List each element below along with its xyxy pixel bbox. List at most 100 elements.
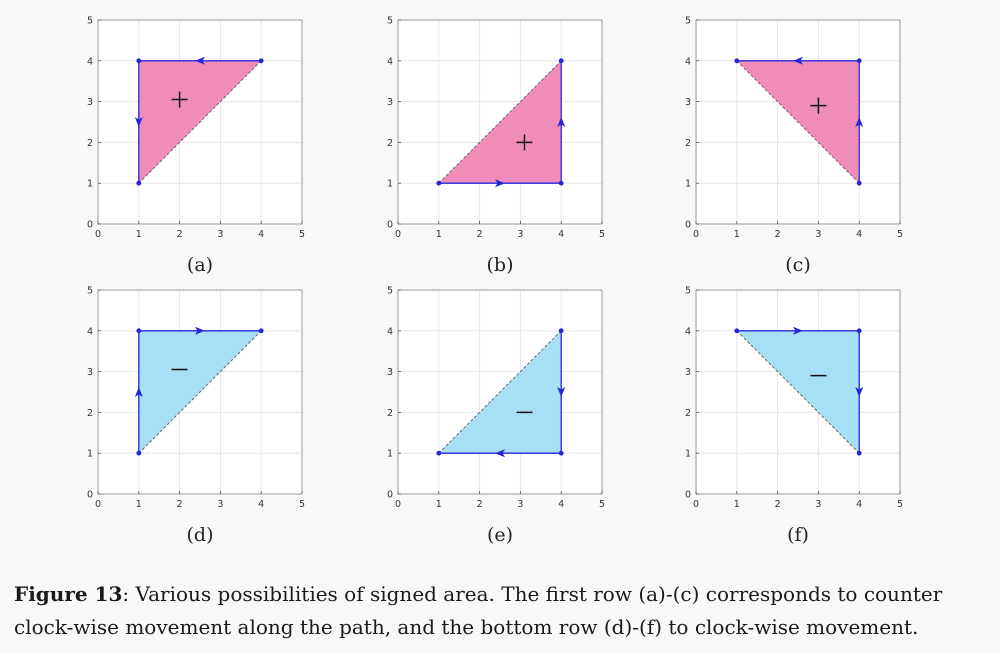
x-tick-label: 5 <box>599 229 605 240</box>
vertex-point <box>734 328 740 334</box>
y-tick-label: 3 <box>87 97 93 108</box>
vertex-point <box>558 58 564 64</box>
y-tick-label: 0 <box>387 490 393 501</box>
axes-box <box>397 289 603 495</box>
vertex-point <box>436 450 442 456</box>
direction-arrow <box>557 387 566 397</box>
y-tick-label: 2 <box>87 408 93 419</box>
x-tick-label: 0 <box>693 499 699 510</box>
path-edge-diagonal <box>138 60 262 184</box>
x-tick-label: 1 <box>136 229 142 240</box>
y-tick-label: 1 <box>87 449 93 460</box>
y-tick-label: 5 <box>685 16 691 27</box>
x-tick-label: 4 <box>558 499 564 510</box>
vertex-point <box>136 328 142 334</box>
subplot-d: 0 1 2 3 4 5 0 1 2 3 4 5 (d) <box>80 282 380 552</box>
y-tick-label: 4 <box>387 326 393 337</box>
vertex-point <box>558 450 564 456</box>
axes-box <box>695 289 901 495</box>
subplot-label: (d) <box>186 524 214 546</box>
subplot-a: 0 1 2 3 4 5 0 1 2 3 4 5 (a) <box>80 12 380 282</box>
axes-box <box>397 19 603 225</box>
subplot-label: (b) <box>486 254 514 276</box>
y-tick-label: 5 <box>387 286 393 297</box>
x-tick-label: 0 <box>693 229 699 240</box>
y-tick-label: 1 <box>387 449 393 460</box>
subplot-e: 0 1 2 3 4 5 0 1 2 3 4 5 (e) <box>380 282 680 552</box>
vertex-point <box>734 58 740 64</box>
y-tick-label: 1 <box>387 179 393 190</box>
y-tick-label: 5 <box>87 16 93 27</box>
figure-caption: Figure 13: Various possibilities of sign… <box>14 578 990 644</box>
x-tick-label: 4 <box>258 499 264 510</box>
y-tick-label: 2 <box>685 138 691 149</box>
y-tick-label: 3 <box>87 367 93 378</box>
x-tick-label: 5 <box>299 229 305 240</box>
signed-area-fill <box>138 330 262 454</box>
x-tick-label: 2 <box>477 499 483 510</box>
x-tick-label: 2 <box>775 499 781 510</box>
y-tick-label: 5 <box>387 16 393 27</box>
x-tick-label: 0 <box>95 229 101 240</box>
vertex-point <box>136 180 142 186</box>
subplot-f: 0 1 2 3 4 5 0 1 2 3 4 5 (f) <box>678 282 978 552</box>
path-edge-diagonal <box>438 60 562 184</box>
chart-svg-a: 0 1 2 3 4 5 0 1 2 3 4 5 <box>87 16 305 241</box>
vertex-point <box>856 450 862 456</box>
direction-arrow <box>495 449 505 458</box>
vertex-point <box>436 180 442 186</box>
y-tick-label: 1 <box>87 179 93 190</box>
x-tick-label: 1 <box>436 229 442 240</box>
y-tick-label: 0 <box>685 490 691 501</box>
y-tick-label: 5 <box>87 286 93 297</box>
y-tick-label: 0 <box>685 220 691 231</box>
vertex-point <box>136 450 142 456</box>
x-tick-label: 0 <box>95 499 101 510</box>
axes-box <box>97 19 303 225</box>
subplot-label: (c) <box>785 254 811 276</box>
vertex-point <box>136 58 142 64</box>
y-tick-label: 3 <box>387 97 393 108</box>
chart-svg-e: 0 1 2 3 4 5 0 1 2 3 4 5 <box>387 286 605 511</box>
direction-arrow <box>557 117 566 127</box>
chart-svg-c: 0 1 2 3 4 5 0 1 2 3 4 5 <box>685 16 903 241</box>
vertex-point <box>856 58 862 64</box>
caption-text: : Various possibilities of signed area. … <box>14 582 943 639</box>
subplot-label: (a) <box>186 254 214 276</box>
x-tick-label: 2 <box>177 499 183 510</box>
x-tick-label: 5 <box>897 229 903 240</box>
path-edge-diagonal <box>736 60 860 184</box>
x-tick-label: 1 <box>136 499 142 510</box>
x-tick-label: 5 <box>299 499 305 510</box>
x-tick-label: 2 <box>177 229 183 240</box>
y-tick-label: 0 <box>87 490 93 501</box>
y-tick-label: 3 <box>685 367 691 378</box>
x-tick-label: 3 <box>815 229 821 240</box>
chart-svg-b: 0 1 2 3 4 5 0 1 2 3 4 5 <box>387 16 605 241</box>
vertex-point <box>856 180 862 186</box>
vertex-point <box>258 58 264 64</box>
x-tick-label: 3 <box>517 499 523 510</box>
direction-arrow <box>855 387 864 397</box>
caption-label: Figure 13 <box>14 582 123 606</box>
x-tick-label: 1 <box>436 499 442 510</box>
direction-arrow <box>195 326 205 335</box>
signed-area-fill <box>138 60 262 184</box>
x-tick-label: 3 <box>217 499 223 510</box>
subplot-b: 0 1 2 3 4 5 0 1 2 3 4 5 (b) <box>380 12 680 282</box>
axes-box <box>97 289 303 495</box>
x-tick-label: 3 <box>517 229 523 240</box>
subplot-label: (f) <box>787 524 809 546</box>
vertex-point <box>258 328 264 334</box>
x-tick-label: 2 <box>477 229 483 240</box>
y-tick-label: 4 <box>387 56 393 67</box>
chart-svg-f: 0 1 2 3 4 5 0 1 2 3 4 5 <box>685 286 903 511</box>
y-tick-label: 2 <box>387 138 393 149</box>
x-tick-label: 3 <box>815 499 821 510</box>
y-tick-label: 3 <box>387 367 393 378</box>
y-tick-label: 4 <box>685 326 691 337</box>
vertex-point <box>558 180 564 186</box>
direction-arrow <box>793 56 803 65</box>
direction-arrow <box>495 179 505 188</box>
